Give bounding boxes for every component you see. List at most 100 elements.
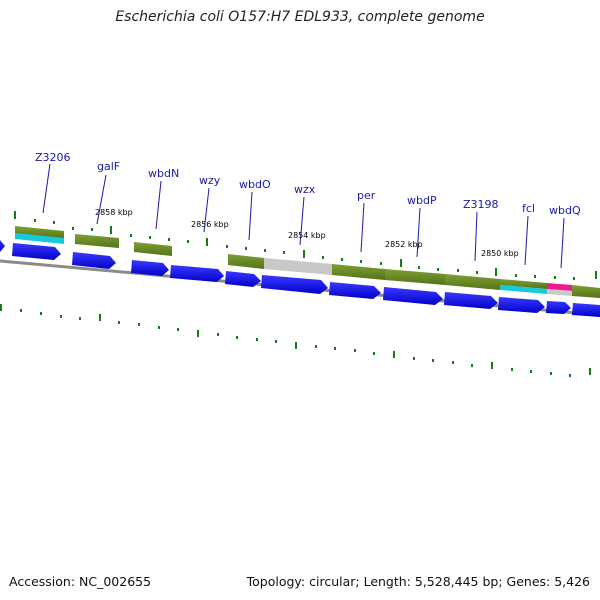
cds-arrow[interactable] [225, 271, 261, 287]
gene-label[interactable]: galF [97, 160, 120, 173]
cds-arrow[interactable] [383, 287, 443, 305]
cds-arrow[interactable] [444, 292, 498, 309]
scale-label: 2856 kbp [191, 220, 229, 229]
tick-mark [20, 309, 22, 312]
gene-label[interactable]: Z3206 [35, 151, 71, 164]
feature-bar-gray[interactable] [547, 289, 572, 296]
gene-label[interactable]: fcl [522, 202, 535, 215]
tick-mark [236, 336, 238, 339]
accession-label: Accession: NC_002655 [9, 574, 152, 589]
feature-bar[interactable] [385, 269, 445, 285]
tick-mark [515, 274, 517, 277]
gene-leader-line [360, 202, 365, 253]
cds-arrow[interactable] [498, 297, 545, 313]
tick-mark [168, 238, 170, 241]
tick-mark [177, 328, 179, 331]
tick-mark [130, 234, 132, 237]
tick-mark [550, 372, 552, 375]
tick-mark [91, 228, 93, 231]
tick-mark [206, 238, 208, 246]
tick-mark [437, 268, 439, 271]
tick-mark [303, 250, 305, 258]
cds-arrow[interactable] [261, 275, 328, 294]
gene-label[interactable]: wzy [199, 174, 221, 187]
tick-mark [452, 361, 454, 364]
tick-mark [569, 374, 571, 377]
tick-mark [14, 211, 16, 219]
tick-mark [491, 362, 493, 369]
tick-mark [400, 259, 402, 267]
gene-label[interactable]: wbdO [239, 178, 271, 191]
tick-mark [589, 368, 591, 375]
gene-label[interactable]: wbdN [148, 167, 179, 180]
scale-label: 2854 kbp [288, 231, 326, 240]
tick-mark [530, 370, 532, 373]
gene-label[interactable]: wzx [294, 183, 316, 196]
tick-mark [283, 251, 285, 254]
tick-mark [79, 317, 81, 320]
tick-mark [295, 342, 297, 349]
feature-bar[interactable] [572, 285, 600, 298]
gene-label[interactable]: wbdQ [549, 204, 581, 217]
cds-arrow[interactable] [329, 282, 381, 299]
tick-mark [34, 219, 36, 222]
feature-track [15, 226, 600, 298]
gene-label[interactable]: per [357, 189, 376, 202]
lower-tick-track [0, 304, 591, 377]
tick-mark [256, 338, 258, 341]
tick-mark [511, 368, 513, 371]
tick-mark [393, 351, 395, 358]
cds-arrow[interactable] [546, 301, 571, 314]
map-title: Escherichia coli O157:H7 EDL933, complet… [115, 9, 485, 25]
tick-mark [72, 227, 74, 230]
gene-leader-line [474, 211, 478, 262]
tick-mark [315, 345, 317, 348]
tick-mark [245, 247, 247, 250]
feature-bar[interactable] [500, 279, 547, 289]
cds-arrow[interactable] [572, 303, 600, 317]
tick-mark [573, 277, 575, 280]
cds-arrow[interactable] [170, 265, 224, 282]
feature-bar[interactable] [75, 234, 119, 248]
feature-bar[interactable] [228, 254, 264, 269]
gene-labels: Z3206 galF wbdN wzy wbdO wzx per wbdP Z3… [35, 151, 581, 217]
tick-mark [99, 314, 101, 321]
gene-leader-line [42, 163, 51, 214]
gene-label[interactable]: Z3198 [463, 198, 499, 211]
feature-bar[interactable] [332, 264, 385, 280]
tick-mark [197, 330, 199, 337]
cds-arrow[interactable] [131, 260, 169, 276]
feature-bar[interactable] [134, 242, 172, 256]
feature-bar-cyan[interactable] [500, 285, 547, 294]
tick-mark [595, 271, 597, 279]
tick-mark [554, 276, 556, 279]
tick-mark [138, 323, 140, 326]
gene-leader-line [524, 215, 529, 266]
tick-mark [418, 266, 420, 269]
tick-mark [118, 321, 120, 324]
gene-leader-line [560, 217, 565, 269]
feature-bar[interactable] [15, 226, 64, 239]
gene-label[interactable]: wbdP [407, 194, 437, 207]
gene-leader-line [96, 174, 107, 225]
tick-mark [432, 359, 434, 362]
gene-leader-line [248, 191, 253, 241]
tick-mark [322, 256, 324, 259]
scale-label: 2850 kbp [481, 249, 519, 258]
feature-bar-gray[interactable] [264, 258, 332, 275]
feature-bar-cyan[interactable] [15, 233, 64, 244]
genome-summary-label: Topology: circular; Length: 5,528,445 bp… [246, 574, 590, 589]
feature-bar[interactable] [445, 274, 500, 290]
tick-mark [264, 249, 266, 252]
gene-leader-line [299, 196, 305, 246]
tick-mark [373, 352, 375, 355]
tick-mark [476, 271, 478, 274]
feature-bar-pink[interactable] [547, 283, 572, 291]
tick-mark [334, 347, 336, 350]
tick-mark [53, 221, 55, 224]
tick-mark [534, 275, 536, 278]
cds-arrow[interactable] [72, 252, 116, 269]
cds-arrow[interactable] [0, 240, 5, 252]
cds-arrow[interactable] [12, 243, 61, 260]
